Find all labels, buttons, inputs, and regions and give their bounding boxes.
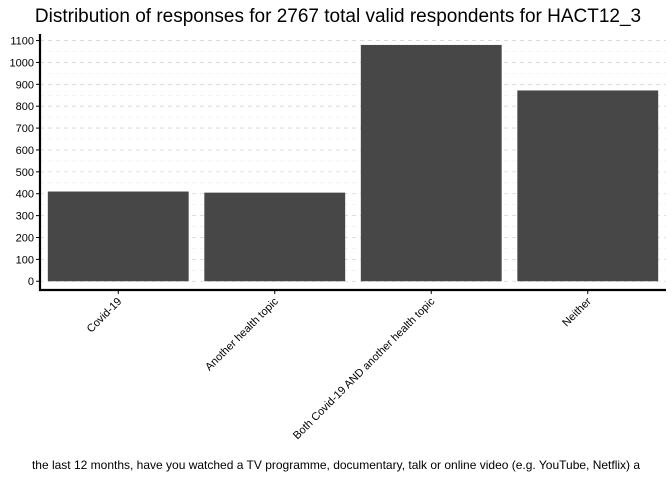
x-tick-label: Covid-19 [85,296,125,336]
bar [47,191,189,282]
y-tick-label: 200 [16,232,34,244]
bar [517,90,659,282]
y-tick-label: 800 [16,101,34,113]
y-tick-label: 1100 [10,36,34,48]
y-tick-label: 100 [16,254,34,266]
y-tick-label: 400 [16,189,34,201]
x-axis-label: the last 12 months, have you watched a T… [32,458,640,472]
bar [360,44,502,282]
y-tick-label: 300 [16,211,34,223]
y-tick-label: 0 [28,276,34,288]
bars [47,44,659,282]
y-tick-label: 700 [16,123,34,135]
y-tick-label: 900 [16,79,34,91]
y-tick-label: 600 [16,145,34,157]
x-tick-label: Both Covid-19 AND another health topic [291,295,438,442]
chart-title: Distribution of responses for 2767 total… [35,6,641,27]
y-tick-label: 1000 [10,57,34,69]
y-tick-label: 500 [16,167,34,179]
y-axis: 0 100 200 300 400 500 600 700 800 900 1000 1100 [10,34,42,291]
x-tick-label: Another health topic [203,295,281,373]
bar [204,192,346,282]
x-axis: Covid-19 Another health topic Both Covid-1… [39,288,666,442]
x-tick-label: Neither [560,295,594,329]
